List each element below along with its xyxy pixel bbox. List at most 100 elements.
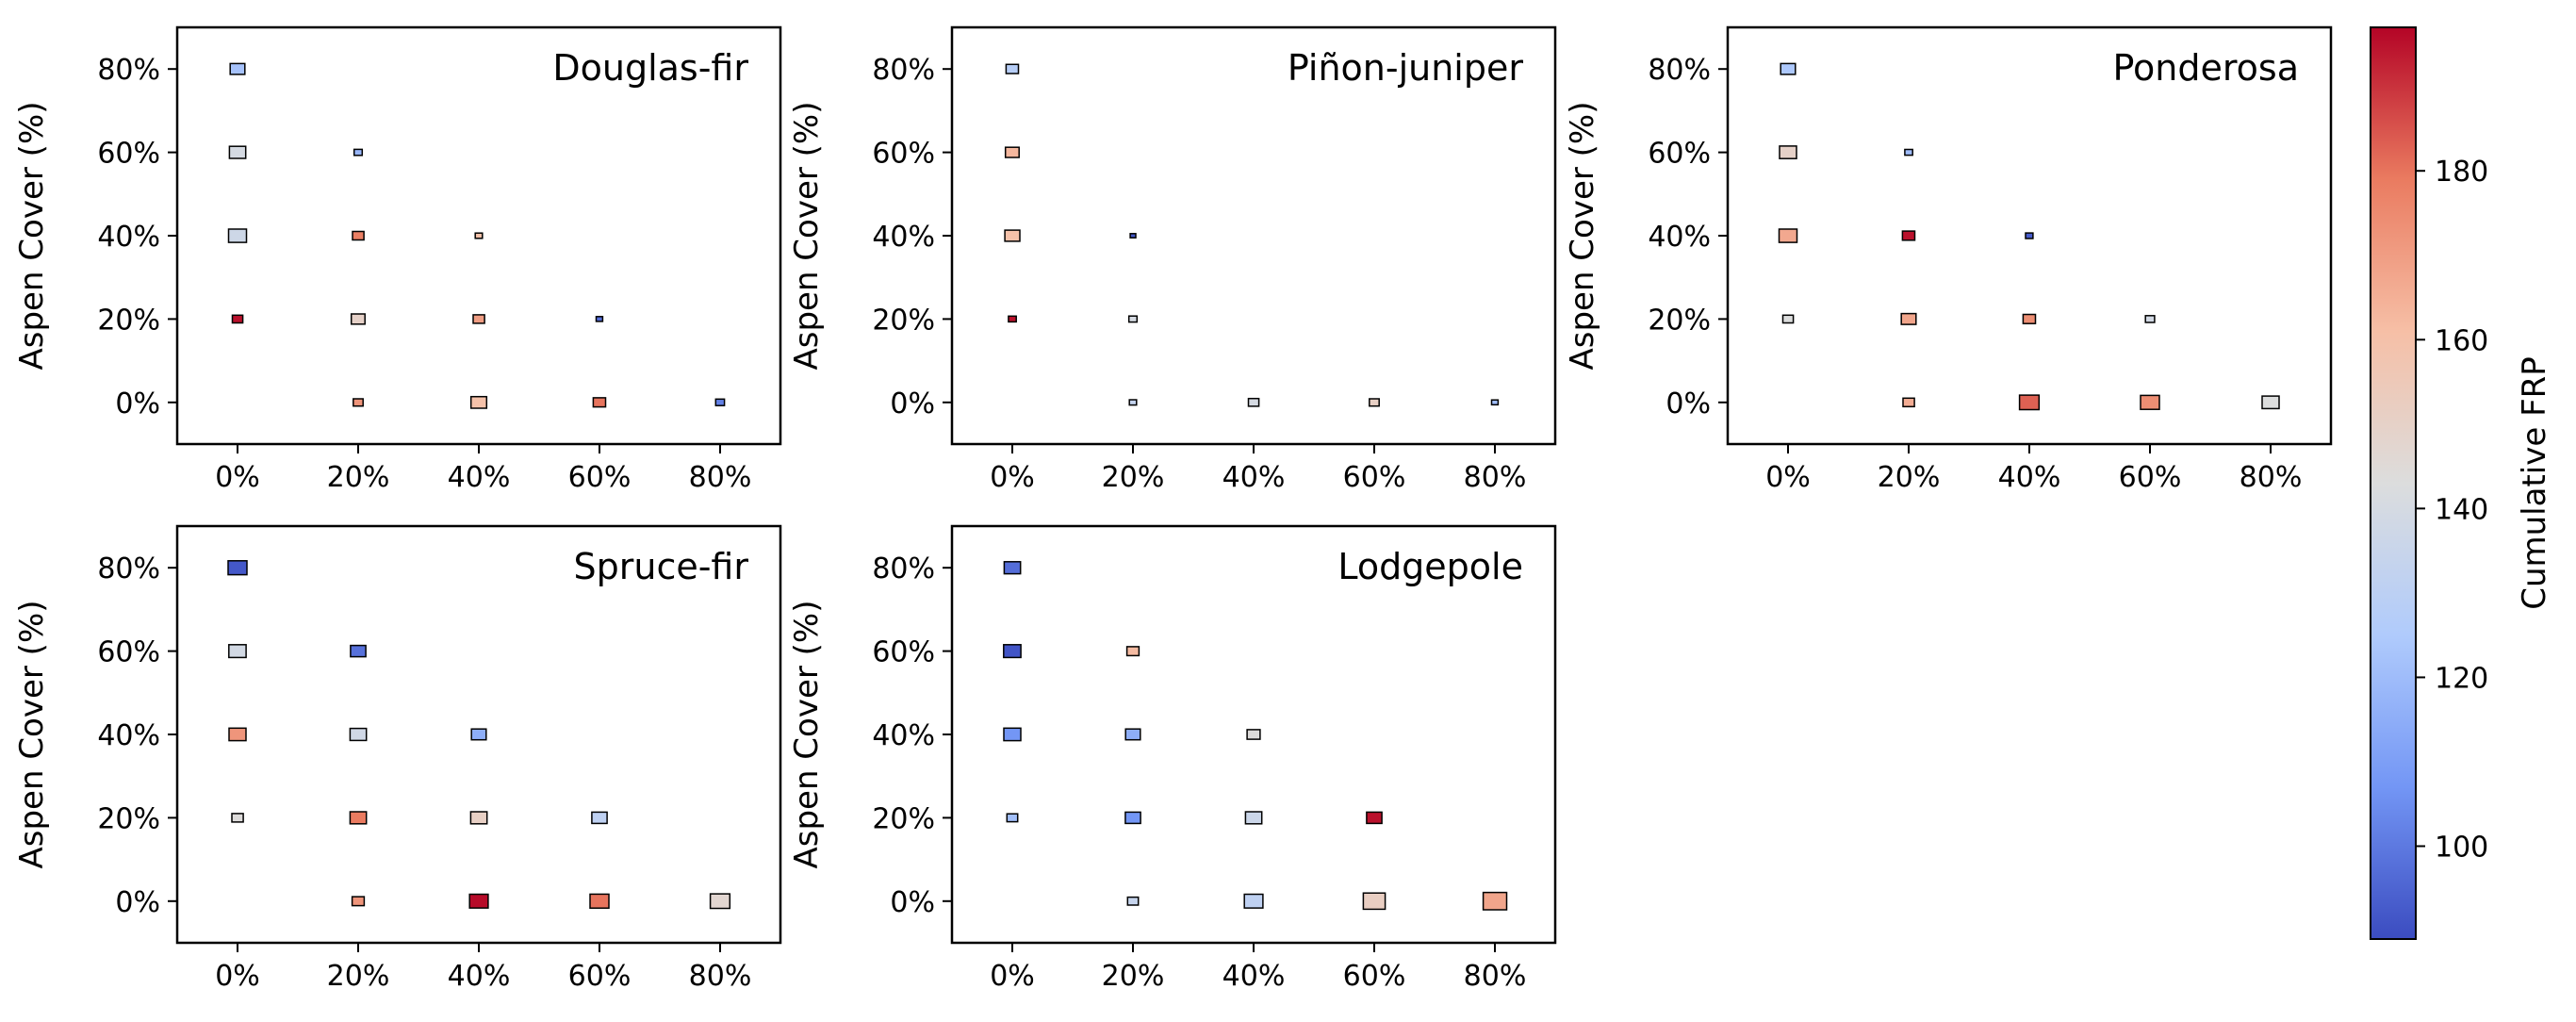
cell-pi-on-juniper-x20-y40 (1129, 233, 1137, 239)
cell-spruce-fir-x20-y20 (349, 811, 368, 825)
y-tick-label: 60% (1648, 138, 1711, 171)
cell-spruce-fir-x40-y0 (468, 893, 489, 909)
x-tick-label: 20% (1878, 461, 1941, 494)
x-tick-label: 0% (1765, 461, 1811, 494)
x-tick-label: 0% (215, 960, 260, 993)
cell-douglas-fir-x40-y0 (469, 395, 488, 409)
y-tick-label: 80% (97, 54, 160, 87)
cell-douglas-fir-x40-y20 (472, 314, 485, 324)
cell-ponderosa-x20-y40 (1901, 230, 1916, 241)
cell-douglas-fir-x20-y20 (350, 313, 366, 325)
y-axis-label: Aspen Cover (%) (788, 600, 826, 868)
y-axis-label: Aspen Cover (%) (1564, 101, 1601, 370)
y-tick-label: 40% (97, 221, 160, 254)
cell-ponderosa-x40-y0 (2018, 394, 2041, 411)
cell-douglas-fir-x60-y0 (592, 397, 607, 408)
x-tick-label: 80% (2240, 461, 2303, 494)
cell-spruce-fir-x0-y60 (228, 644, 247, 659)
cell-lodgepole-x0-y20 (1006, 813, 1019, 823)
y-tick-label: 20% (1648, 304, 1711, 337)
panel-title: Lodgepole (1337, 546, 1523, 587)
cell-douglas-fir-x40-y40 (474, 232, 484, 239)
cell-lodgepole-x40-y40 (1246, 729, 1261, 740)
cell-pi-on-juniper-x40-y0 (1247, 397, 1260, 407)
cell-douglas-fir-x80-y0 (714, 398, 726, 406)
cell-pi-on-juniper-x0-y60 (1004, 146, 1020, 158)
cell-ponderosa-x20-y60 (1904, 148, 1913, 157)
x-tick-label: 40% (448, 461, 511, 494)
cell-douglas-fir-x20-y60 (353, 148, 364, 157)
cell-pi-on-juniper-x0-y40 (1004, 229, 1021, 242)
colorbar-tick-label: 180 (2435, 156, 2488, 189)
y-tick-label: 80% (1648, 54, 1711, 87)
y-tick-label: 80% (97, 552, 160, 585)
cell-ponderosa-x0-y60 (1779, 145, 1797, 159)
cell-spruce-fir-x0-y20 (231, 813, 244, 823)
colorbar: 100 120 140 160 180 Cumulative FRP (2370, 26, 2553, 940)
panel-title: Ponderosa (2112, 47, 2299, 89)
cell-ponderosa-x0-y40 (1778, 228, 1798, 243)
cell-ponderosa-x0-y80 (1780, 62, 1797, 75)
y-tick-label: 20% (97, 304, 160, 337)
y-tick-label: 40% (1648, 221, 1711, 254)
colorbar-tick-label: 140 (2435, 493, 2488, 526)
y-tick-label: 40% (97, 719, 160, 752)
x-tick-label: 60% (2119, 461, 2182, 494)
x-tick-label: 20% (1102, 461, 1165, 494)
y-tick-label: 0% (115, 387, 160, 420)
x-tick-label: 0% (990, 461, 1035, 494)
colorbar-tick-label: 100 (2435, 832, 2488, 865)
cell-lodgepole-x40-y0 (1243, 893, 1264, 909)
x-tick-label: 20% (1102, 960, 1165, 993)
panel-ponderosa: Ponderosa 0% 20% 40% 60% 80% 0% 20% 40% 60% 80% Asp… (1564, 25, 2333, 494)
colorbar-tick-label: 120 (2435, 662, 2488, 695)
cell-lodgepole-x40-y20 (1244, 811, 1263, 825)
cell-spruce-fir-x80-y0 (709, 893, 731, 910)
cell-douglas-fir-x20-y40 (352, 230, 365, 241)
y-tick-label: 60% (872, 636, 935, 669)
cell-lodgepole-x0-y40 (1003, 727, 1022, 742)
cell-ponderosa-x20-y20 (1900, 312, 1917, 325)
panel-spruce-fir: Spruce-fir 0% 20% 40% 60% 80% 0% 20% 40% 60% 80% As… (13, 524, 782, 993)
cell-lodgepole-x0-y60 (1003, 644, 1022, 659)
y-tick-label: 40% (872, 719, 935, 752)
cell-ponderosa-x40-y20 (2022, 313, 2037, 324)
cell-spruce-fir-x0-y40 (228, 727, 247, 742)
x-tick-label: 40% (1222, 461, 1286, 494)
cell-lodgepole-x60-y20 (1366, 811, 1383, 825)
y-axis-label: Aspen Cover (%) (13, 600, 51, 868)
cell-ponderosa-x80-y0 (2261, 395, 2280, 410)
cell-douglas-fir-x0-y20 (231, 314, 244, 324)
cell-spruce-fir-x60-y20 (591, 811, 608, 825)
y-tick-label: 20% (872, 304, 935, 337)
panel-douglas-fir: Douglas-fir 0% 20% 40% 60% 80% 0% 20% 40% 60% 80% A… (13, 25, 782, 494)
x-tick-label: 40% (1222, 960, 1286, 993)
cell-ponderosa-x0-y20 (1781, 314, 1795, 324)
x-tick-label: 60% (568, 461, 632, 494)
y-tick-label: 0% (890, 387, 935, 420)
x-tick-label: 40% (1998, 461, 2061, 494)
y-tick-label: 60% (97, 636, 160, 669)
cell-ponderosa-x60-y0 (2140, 394, 2160, 410)
cell-spruce-fir-x20-y60 (350, 644, 367, 658)
x-tick-label: 20% (327, 960, 390, 993)
cell-ponderosa-x60-y20 (2144, 315, 2156, 323)
cell-spruce-fir-x20-y0 (351, 896, 366, 907)
x-tick-label: 60% (1343, 960, 1406, 993)
x-tick-label: 80% (689, 461, 752, 494)
cell-ponderosa-x40-y40 (2025, 232, 2034, 239)
x-tick-label: 60% (568, 960, 632, 993)
x-tick-label: 0% (215, 461, 260, 494)
panels: Douglas-fir 0% 20% 40% 60% 80% 0% 20% 40% 60% 80% A… (13, 25, 2333, 993)
panel-title: Douglas-fir (552, 47, 748, 89)
y-tick-label: 20% (872, 802, 935, 835)
x-tick-label: 80% (1464, 960, 1527, 993)
cell-douglas-fir-x0-y40 (227, 228, 248, 243)
cell-pi-on-juniper-x0-y80 (1005, 63, 1020, 74)
x-tick-label: 20% (327, 461, 390, 494)
y-axis-label: Aspen Cover (%) (788, 101, 826, 370)
y-tick-label: 80% (872, 552, 935, 585)
panel-title: Spruce-fir (574, 546, 749, 587)
panel-lodgepole: Lodgepole 0% 20% 40% 60% 80% 0% 20% 40% 60% 80% Asp… (788, 524, 1557, 993)
